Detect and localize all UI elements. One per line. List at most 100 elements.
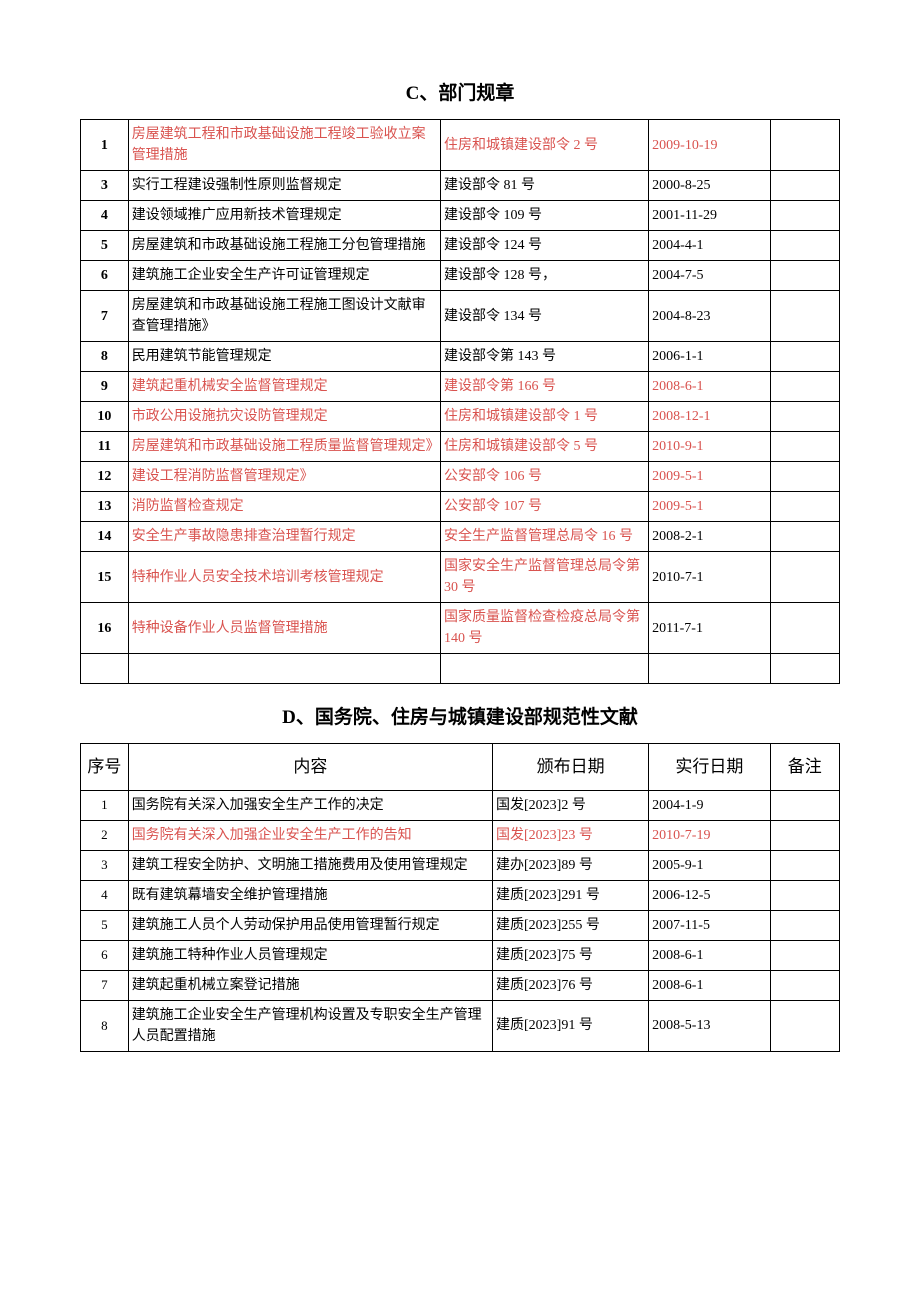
cell-order: 建质[2023]291 号	[493, 880, 649, 910]
table-d: 序号 内容 颁布日期 实行日期 备注 1国务院有关深入加强安全生产工作的决定国发…	[80, 743, 840, 1052]
cell-note	[770, 820, 839, 850]
cell-note	[770, 1000, 839, 1051]
cell-num: 7	[81, 970, 129, 1000]
cell-num: 4	[81, 880, 129, 910]
cell-note	[770, 492, 839, 522]
cell-note	[770, 522, 839, 552]
cell-note	[770, 231, 839, 261]
cell-num: 11	[81, 432, 129, 462]
cell-num: 7	[81, 291, 129, 342]
cell-content: 房屋建筑和市政基础设施工程施工分包管理措施	[128, 231, 440, 261]
table-row: 6建筑施工特种作业人员管理规定建质[2023]75 号2008-6-1	[81, 940, 840, 970]
cell-date: 2009-5-1	[649, 492, 770, 522]
cell-date: 2004-1-9	[649, 790, 770, 820]
cell-order: 建设部令 124 号	[440, 231, 648, 261]
table-c: 1房屋建筑工程和市政基础设施工程竣工验收立案管理措施住房和城镇建设部令 2 号2…	[80, 119, 840, 684]
table-row: 10市政公用设施抗灾设防管理规定住房和城镇建设部令 1 号2008-12-1	[81, 402, 840, 432]
cell-num: 9	[81, 372, 129, 402]
cell-num: 15	[81, 552, 129, 603]
cell-num: 13	[81, 492, 129, 522]
table-row: 2国务院有关深入加强企业安全生产工作的告知国发[2023]23 号2010-7-…	[81, 820, 840, 850]
cell-content: 特种设备作业人员监督管理措施	[128, 603, 440, 654]
table-row: 4既有建筑幕墙安全维护管理措施建质[2023]291 号2006-12-5	[81, 880, 840, 910]
table-row: 8民用建筑节能管理规定建设部令第 143 号2006-1-1	[81, 342, 840, 372]
table-row: 9建筑起重机械安全监督管理规定建设部令第 166 号2008-6-1	[81, 372, 840, 402]
cell-date: 2009-10-19	[649, 120, 770, 171]
cell-note	[770, 970, 839, 1000]
cell-content: 建筑施工企业安全生产许可证管理规定	[128, 261, 440, 291]
cell-date: 2009-5-1	[649, 462, 770, 492]
table-row: 4建设领域推广应用新技术管理规定建设部令 109 号2001-11-29	[81, 201, 840, 231]
cell-empty	[440, 654, 648, 684]
cell-note	[770, 291, 839, 342]
table-row: 1国务院有关深入加强安全生产工作的决定国发[2023]2 号2004-1-9	[81, 790, 840, 820]
section-c-title: C、部门规章	[80, 78, 840, 105]
table-row: 8建筑施工企业安全生产管理机构设置及专职安全生产管理人员配置措施建质[2023]…	[81, 1000, 840, 1051]
cell-order: 建办[2023]89 号	[493, 850, 649, 880]
cell-note	[770, 552, 839, 603]
header-note: 备注	[770, 744, 839, 791]
cell-num: 1	[81, 790, 129, 820]
header-date: 实行日期	[649, 744, 770, 791]
cell-content: 消防监督检查规定	[128, 492, 440, 522]
cell-note	[770, 462, 839, 492]
cell-num: 3	[81, 171, 129, 201]
cell-order: 安全生产监督管理总局令 16 号	[440, 522, 648, 552]
cell-date: 2006-1-1	[649, 342, 770, 372]
cell-empty	[770, 654, 839, 684]
cell-order: 国家安全生产监督管理总局令第 30 号	[440, 552, 648, 603]
cell-date: 2008-5-13	[649, 1000, 770, 1051]
cell-date: 2004-4-1	[649, 231, 770, 261]
cell-content: 建筑起重机械立案登记措施	[128, 970, 492, 1000]
cell-note	[770, 940, 839, 970]
cell-note	[770, 120, 839, 171]
cell-content: 房屋建筑和市政基础设施工程施工图设计文献审查管理措施》	[128, 291, 440, 342]
table-row: 6建筑施工企业安全生产许可证管理规定建设部令 128 号，2004-7-5	[81, 261, 840, 291]
cell-date: 2004-8-23	[649, 291, 770, 342]
cell-note	[770, 402, 839, 432]
cell-order: 建质[2023]76 号	[493, 970, 649, 1000]
cell-content: 建筑起重机械安全监督管理规定	[128, 372, 440, 402]
cell-num: 4	[81, 201, 129, 231]
cell-order: 建设部令 109 号	[440, 201, 648, 231]
cell-empty	[81, 654, 129, 684]
cell-order: 住房和城镇建设部令 5 号	[440, 432, 648, 462]
cell-empty	[649, 654, 770, 684]
cell-empty	[128, 654, 440, 684]
table-row: 7房屋建筑和市政基础设施工程施工图设计文献审查管理措施》建设部令 134 号20…	[81, 291, 840, 342]
cell-order: 建设部令第 143 号	[440, 342, 648, 372]
cell-content: 实行工程建设强制性原则监督规定	[128, 171, 440, 201]
cell-date: 2008-6-1	[649, 970, 770, 1000]
cell-num: 2	[81, 820, 129, 850]
table-row: 16特种设备作业人员监督管理措施国家质量监督检查检疫总局令第 140 号2011…	[81, 603, 840, 654]
cell-content: 民用建筑节能管理规定	[128, 342, 440, 372]
cell-num: 5	[81, 910, 129, 940]
table-row: 12建设工程消防监督管理规定》公安部令 106 号2009-5-1	[81, 462, 840, 492]
table-row: 13消防监督检查规定公安部令 107 号2009-5-1	[81, 492, 840, 522]
cell-date: 2008-6-1	[649, 372, 770, 402]
table-row: 5房屋建筑和市政基础设施工程施工分包管理措施建设部令 124 号2004-4-1	[81, 231, 840, 261]
cell-order: 国发[2023]23 号	[493, 820, 649, 850]
cell-order: 国家质量监督检查检疫总局令第 140 号	[440, 603, 648, 654]
header-num: 序号	[81, 744, 129, 791]
cell-content: 特种作业人员安全技术培训考核管理规定	[128, 552, 440, 603]
cell-date: 2006-12-5	[649, 880, 770, 910]
cell-date: 2008-6-1	[649, 940, 770, 970]
cell-num: 16	[81, 603, 129, 654]
cell-date: 2004-7-5	[649, 261, 770, 291]
cell-note	[770, 372, 839, 402]
cell-order: 建质[2023]75 号	[493, 940, 649, 970]
header-content: 内容	[128, 744, 492, 791]
cell-order: 公安部令 106 号	[440, 462, 648, 492]
cell-order: 住房和城镇建设部令 2 号	[440, 120, 648, 171]
cell-content: 市政公用设施抗灾设防管理规定	[128, 402, 440, 432]
cell-num: 8	[81, 1000, 129, 1051]
cell-num: 1	[81, 120, 129, 171]
table-row: 3建筑工程安全防护、文明施工措施费用及使用管理规定建办[2023]89 号200…	[81, 850, 840, 880]
cell-date: 2005-9-1	[649, 850, 770, 880]
cell-date: 2010-7-1	[649, 552, 770, 603]
cell-content: 安全生产事故隐患排查治理暂行规定	[128, 522, 440, 552]
cell-num: 5	[81, 231, 129, 261]
cell-num: 14	[81, 522, 129, 552]
cell-num: 12	[81, 462, 129, 492]
